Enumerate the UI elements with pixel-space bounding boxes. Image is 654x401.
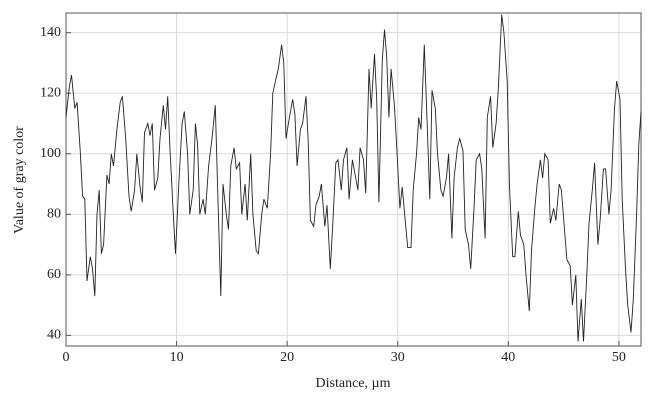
x-tick-label: 40 [501,350,515,365]
x-tick-label: 50 [612,350,626,365]
x-tick-label: 10 [170,350,184,365]
data-line [65,14,642,342]
y-tick-label: 80 [47,207,61,222]
y-axis-label: Value of gray color [12,126,27,234]
plot-frame [65,12,642,347]
y-tick-label: 100 [40,146,61,161]
y-tick-label: 40 [47,328,61,343]
y-tick-label: 60 [47,267,61,282]
y-tick-label: 140 [40,25,61,40]
x-axis-label: Distance, µm [316,376,391,391]
x-tick-label: 0 [63,350,70,365]
x-tick-label: 30 [391,350,405,365]
x-tick-label: 20 [280,350,294,365]
y-tick-label: 120 [40,85,61,100]
